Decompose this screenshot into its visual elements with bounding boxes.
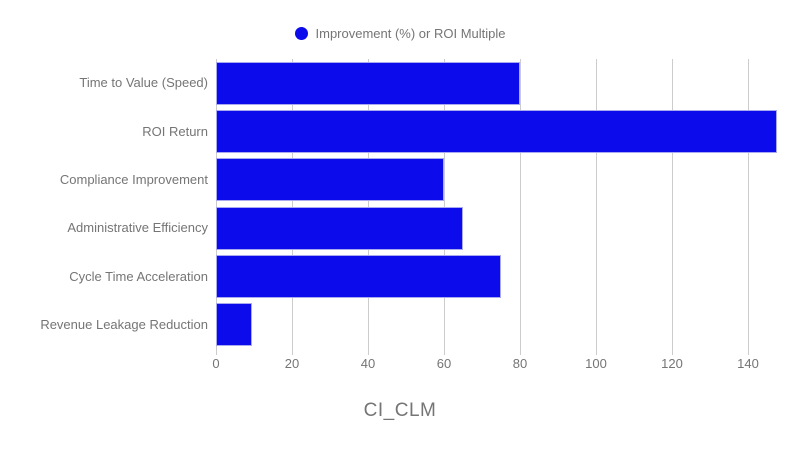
x-tick-label: 20 bbox=[284, 356, 300, 371]
x-tick-label: 40 bbox=[360, 356, 376, 371]
x-tick bbox=[672, 349, 673, 355]
gridline bbox=[368, 59, 369, 349]
bar bbox=[216, 206, 463, 250]
chart-legend: Improvement (%) or ROI Multiple bbox=[0, 26, 800, 41]
bar bbox=[216, 158, 444, 202]
legend-circle-icon bbox=[294, 27, 308, 40]
category-label: Revenue Leakage Reduction bbox=[40, 316, 208, 332]
gridline bbox=[596, 59, 597, 349]
category-label: Time to Value (Speed) bbox=[79, 75, 208, 91]
y-axis-labels: Time to Value (Speed) ROI Return Complianc… bbox=[0, 59, 208, 349]
x-tick bbox=[748, 349, 749, 355]
bar bbox=[216, 110, 777, 153]
x-tick bbox=[520, 349, 521, 355]
bar bbox=[216, 303, 253, 347]
x-tick bbox=[596, 349, 597, 355]
x-tick-label: 140 bbox=[737, 356, 759, 371]
x-tick-label: 120 bbox=[661, 356, 683, 371]
gridline bbox=[672, 59, 673, 349]
x-tick-label: 80 bbox=[512, 356, 528, 371]
x-tick-label: 0 bbox=[212, 356, 220, 371]
plot-area bbox=[216, 59, 777, 349]
category-label: Compliance Improvement bbox=[59, 171, 208, 187]
x-tick-label: 60 bbox=[436, 356, 452, 371]
x-tick bbox=[368, 349, 369, 355]
x-tick bbox=[216, 349, 217, 355]
axis-title: CI_CLM bbox=[363, 400, 437, 421]
gridline bbox=[444, 59, 445, 349]
x-tick bbox=[292, 349, 293, 355]
category-label: Administrative Efficiency bbox=[67, 220, 208, 236]
legend-label: Improvement (%) or ROI Multiple bbox=[315, 26, 506, 41]
category-label: ROI Return bbox=[142, 123, 208, 139]
gridline bbox=[216, 59, 217, 349]
bar bbox=[216, 255, 501, 298]
category-label: Cycle Time Acceleration bbox=[69, 268, 208, 284]
gridline bbox=[748, 59, 749, 349]
x-tick-label: 100 bbox=[585, 356, 607, 371]
x-tick bbox=[444, 349, 445, 355]
gridline bbox=[292, 59, 293, 349]
bar bbox=[216, 61, 520, 105]
gridline bbox=[520, 59, 521, 349]
